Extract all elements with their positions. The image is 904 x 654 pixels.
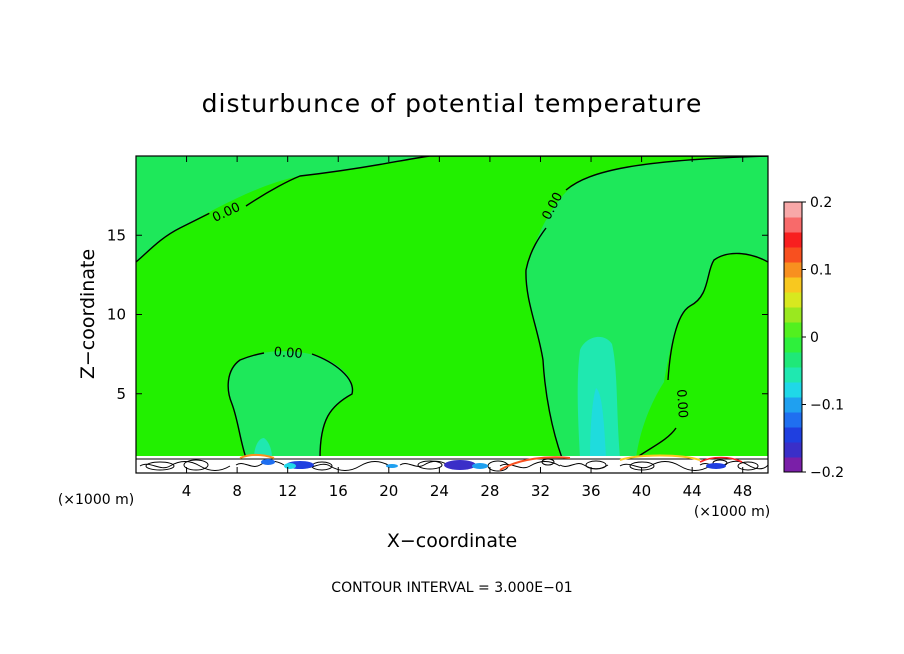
colorbar-swatch bbox=[784, 427, 802, 443]
x-axis-label: X−coordinate bbox=[387, 530, 517, 552]
colorbar-swatch bbox=[784, 352, 802, 368]
x-tick-label: 16 bbox=[329, 482, 348, 500]
x-tick-label: 36 bbox=[581, 482, 600, 500]
colorbar-swatch bbox=[784, 337, 802, 353]
colorbar-swatch bbox=[784, 322, 802, 338]
contour-label: 0.00 bbox=[273, 345, 303, 362]
x-tick-label: 48 bbox=[733, 482, 752, 500]
colorbar-swatch bbox=[784, 397, 802, 413]
colorbar-swatch bbox=[784, 457, 802, 473]
contour-line-middle bbox=[525, 156, 768, 459]
plume-10km bbox=[254, 438, 272, 458]
colorbar-swatch bbox=[784, 307, 802, 323]
contour-label: 0.00 bbox=[673, 389, 690, 419]
x-tick-label: 32 bbox=[531, 482, 550, 500]
colorbar-swatch bbox=[784, 382, 802, 398]
x-tick-label: 8 bbox=[232, 482, 242, 500]
y-axis-label: Z−coordinate bbox=[77, 249, 99, 379]
chart-title: disturbunce of potential temperature bbox=[202, 89, 703, 118]
y-tick-label: 5 bbox=[116, 385, 126, 403]
colorbar-swatch bbox=[784, 292, 802, 308]
x-tick-label: 28 bbox=[480, 482, 499, 500]
contour-line-upper-left bbox=[136, 156, 768, 263]
x-tick-label: 44 bbox=[683, 482, 702, 500]
colorbar-swatch bbox=[784, 277, 802, 293]
plume-36km-core bbox=[590, 388, 606, 458]
colorbar-tick-label: 0 bbox=[810, 330, 819, 346]
contour-interval: CONTOUR INTERVAL = 3.000E−01 bbox=[331, 580, 572, 596]
region-negative-lower-left bbox=[228, 351, 353, 458]
x-tick-label: 20 bbox=[379, 482, 398, 500]
colorbar-swatch bbox=[784, 367, 802, 383]
colorbar-swatch bbox=[784, 232, 802, 248]
colorbar-tick-label: −0.1 bbox=[810, 398, 844, 414]
colorbar-swatch bbox=[784, 442, 802, 458]
x-axis-unit: (×1000 m) bbox=[58, 492, 134, 508]
y-tick-label: 15 bbox=[107, 226, 126, 244]
colorbar-swatch bbox=[784, 412, 802, 428]
colorbar-ticks: 0.2 0.1 0 −0.1 −0.2 bbox=[802, 195, 844, 481]
y-axis-unit: (×1000 m) bbox=[694, 504, 770, 520]
colorbar-tick-label: −0.2 bbox=[810, 465, 844, 481]
x-tick-label: 4 bbox=[182, 482, 192, 500]
x-tick-label: 12 bbox=[278, 482, 297, 500]
contour-line-lower-left bbox=[227, 352, 354, 459]
x-tick-label: 40 bbox=[632, 482, 651, 500]
plot-area bbox=[136, 156, 768, 473]
x-axis-ticks: 4 8 12 16 20 24 28 32 36 40 44 48 bbox=[182, 156, 752, 500]
boundary-layer-colors bbox=[239, 454, 743, 471]
x-tick-label: 24 bbox=[430, 482, 449, 500]
colorbar-tick-label: 0.1 bbox=[810, 263, 832, 279]
colorbar-swatch bbox=[784, 247, 802, 263]
region-negative-upper-left bbox=[136, 156, 430, 262]
colorbar-swatch bbox=[784, 262, 802, 278]
colorbar-tick-label: 0.2 bbox=[810, 195, 832, 211]
colorbar-swatch bbox=[784, 202, 802, 218]
y-axis-ticks: 5 10 15 bbox=[107, 226, 768, 403]
colorbar-swatch bbox=[784, 217, 802, 233]
colorbar bbox=[783, 201, 803, 473]
y-tick-label: 10 bbox=[107, 306, 126, 324]
